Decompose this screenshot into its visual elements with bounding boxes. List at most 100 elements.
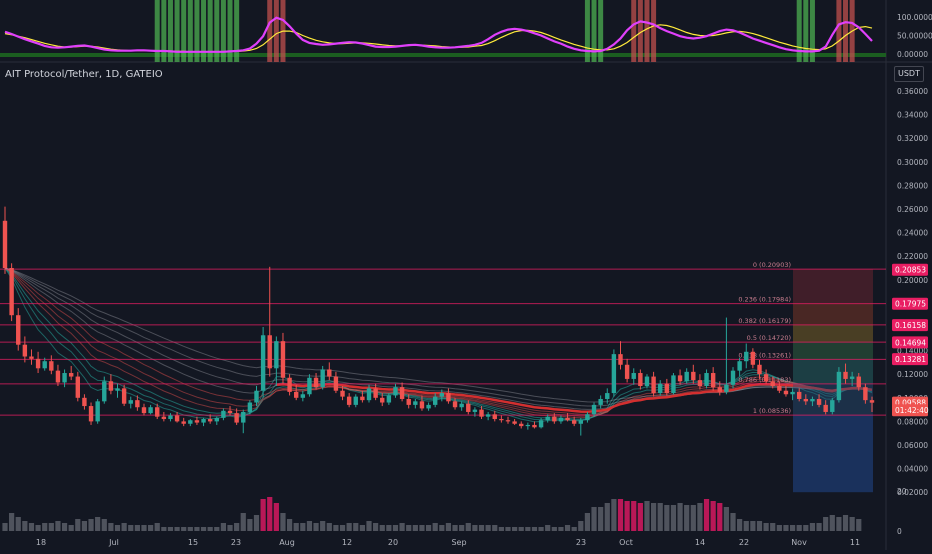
volume-bar xyxy=(95,517,101,531)
volume-bar xyxy=(578,521,584,531)
fib-zone xyxy=(793,359,873,384)
ema-line-48 xyxy=(4,267,873,407)
candle-body xyxy=(406,398,411,405)
candle-body xyxy=(585,414,590,421)
candle-body xyxy=(737,361,742,371)
volume-bar xyxy=(247,519,253,531)
candle-body xyxy=(869,400,875,403)
candle-body xyxy=(519,423,524,427)
volume-bar xyxy=(611,499,617,531)
volume-bar xyxy=(498,527,504,531)
volume-bar xyxy=(399,523,405,531)
price-tick-label: 0.30000 xyxy=(897,158,928,167)
volume-bar xyxy=(445,523,452,531)
volume-bar xyxy=(406,525,412,531)
candle-body xyxy=(823,404,828,412)
volume-bar xyxy=(637,503,643,531)
volume-bar xyxy=(15,517,21,531)
candle-body xyxy=(816,398,822,405)
time-axis[interactable]: 18 Jul 15 23 Aug 12 20 Sep 23 Oct 14 22 Nov 11 xyxy=(36,538,860,547)
fib-level-label: 0.618 (0.13261) xyxy=(738,351,791,359)
candle-body xyxy=(115,388,120,391)
price-label: 01:42:40 xyxy=(895,406,929,415)
volume-bar xyxy=(161,527,167,531)
volume-bar xyxy=(756,521,763,531)
fib-level-label: 1 (0.08536) xyxy=(753,407,791,415)
volume-bar xyxy=(717,503,723,531)
candle-body xyxy=(558,417,564,422)
time-tick-label: 23 xyxy=(231,538,241,547)
candle-body xyxy=(194,420,200,423)
volume-bar xyxy=(267,497,273,531)
volume-bar xyxy=(816,523,822,531)
oversold-marker xyxy=(154,0,160,62)
candle-body xyxy=(499,419,504,421)
candle-body xyxy=(618,354,623,365)
oversold-marker xyxy=(803,0,809,62)
fib-extension-zone xyxy=(793,415,873,493)
oversold-marker xyxy=(167,0,173,62)
candle-body xyxy=(843,371,848,379)
volume-bar xyxy=(856,519,862,531)
overbought-marker xyxy=(651,0,657,62)
fib-zone xyxy=(793,303,873,325)
volume-bar xyxy=(558,527,564,531)
volume-bar xyxy=(346,523,352,531)
candle-body xyxy=(386,395,392,403)
candle-body xyxy=(565,417,570,421)
volume-bar xyxy=(584,513,591,531)
oversold-marker xyxy=(174,0,180,62)
candle-body xyxy=(492,414,497,420)
price-tick-label: 0.14000 xyxy=(897,347,928,356)
price-tick-label: 0.32000 xyxy=(897,134,928,143)
candle-body xyxy=(691,371,696,381)
volume-bar xyxy=(273,503,279,531)
candle-body xyxy=(260,335,266,391)
fibonacci-retracement[interactable]: 0 (0.20903) 0.236 (0.17984) 0.382 (0.16179… xyxy=(0,261,886,493)
currency-button[interactable]: USDT xyxy=(894,66,924,82)
oversold-marker xyxy=(207,0,213,62)
price-label-bg xyxy=(892,263,928,276)
volume-bar xyxy=(28,523,35,531)
oversold-marker xyxy=(591,0,597,62)
oversold-marker xyxy=(220,0,226,62)
symbol-title[interactable]: AIT Protocol/Tether, 1D, GATEIO xyxy=(5,69,163,80)
price-tick-label: 0.04000 xyxy=(897,465,928,474)
price-tick-label: 0.34000 xyxy=(897,111,928,120)
volume-tick-label: 20 xyxy=(897,487,907,496)
candle-body xyxy=(717,387,722,392)
candle-body xyxy=(479,409,484,417)
volume-bar xyxy=(373,523,379,531)
volume-bar xyxy=(485,525,491,531)
volume-bar xyxy=(154,523,160,531)
volume-bar xyxy=(743,521,749,531)
candle-body xyxy=(214,417,219,422)
candle-body xyxy=(724,384,729,392)
candle-body xyxy=(538,420,544,428)
candle-body xyxy=(234,413,239,423)
volume-bar xyxy=(465,523,471,531)
candle-body xyxy=(68,373,74,377)
oversold-marker xyxy=(181,0,187,62)
volume-bar xyxy=(108,523,114,531)
candle-body xyxy=(320,369,325,388)
candle-body xyxy=(128,400,133,404)
time-tick-label: 15 xyxy=(188,538,198,547)
volume-bar xyxy=(459,525,465,531)
price-label: 0.16158 xyxy=(895,321,926,330)
candle-body xyxy=(684,371,689,382)
price-axis[interactable]: 0.36000 0.34000 0.32000 0.30000 0.28000 0.260… xyxy=(892,87,929,497)
candle-body xyxy=(710,373,716,388)
candle-body xyxy=(201,419,206,423)
volume-bar xyxy=(631,501,637,531)
volume-bar xyxy=(425,525,432,531)
symbol-pair: AIT Protocol/Tether xyxy=(5,69,99,80)
volume-bar xyxy=(432,523,438,531)
candle-body xyxy=(380,397,385,403)
volume-bar xyxy=(836,517,842,531)
volume-tick-label: 0 xyxy=(897,527,902,536)
volume-bar xyxy=(55,521,61,531)
volume-bar xyxy=(121,523,127,531)
